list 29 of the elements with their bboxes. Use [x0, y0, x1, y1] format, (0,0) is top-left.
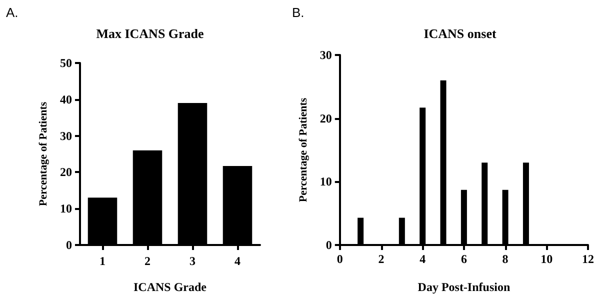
y-tick-label: 20 [320, 111, 332, 126]
x-tick-label: 8 [502, 252, 508, 266]
y-tick-label: 30 [320, 48, 332, 62]
y-axis-title: Percentage of Patients [38, 101, 50, 206]
x-tick-label: 2 [144, 254, 150, 268]
x-axis-title: ICANS Grade [133, 280, 208, 294]
x-tick-label: 12 [582, 252, 594, 266]
y-tick-label: 10 [60, 202, 72, 216]
y-axis-title: Percentage of Patients [298, 97, 310, 202]
y-tick-label: 50 [60, 56, 72, 70]
y-tick-label: 20 [60, 165, 72, 180]
y-tick-label: 0 [66, 238, 72, 252]
chart-title: Max ICANS Grade [96, 26, 204, 41]
x-tick-label: 2 [378, 252, 384, 266]
text: B. [292, 5, 304, 20]
y-tick-label: 10 [320, 174, 332, 189]
x-axis-title: Day Post-Infusion [418, 280, 510, 294]
x-tick-label: 3 [190, 254, 196, 268]
x-tick-label: 10 [540, 252, 553, 266]
text: A. [6, 5, 18, 20]
x-tick-label: 4 [420, 252, 426, 266]
x-tick-label: 4 [234, 254, 240, 268]
x-tick-label: 1 [100, 254, 106, 268]
x-tick-label: 0 [336, 252, 343, 266]
x-tick-label: 6 [460, 252, 467, 266]
y-tick-label: 40 [60, 92, 72, 106]
chart-title: ICANS onset [424, 26, 497, 41]
y-tick-label: 0 [326, 238, 332, 252]
y-tick-label: 30 [60, 128, 72, 143]
